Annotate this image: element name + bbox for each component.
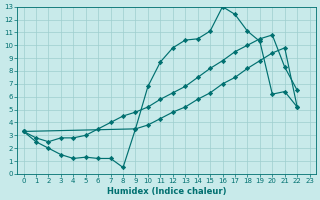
X-axis label: Humidex (Indice chaleur): Humidex (Indice chaleur) <box>107 187 226 196</box>
